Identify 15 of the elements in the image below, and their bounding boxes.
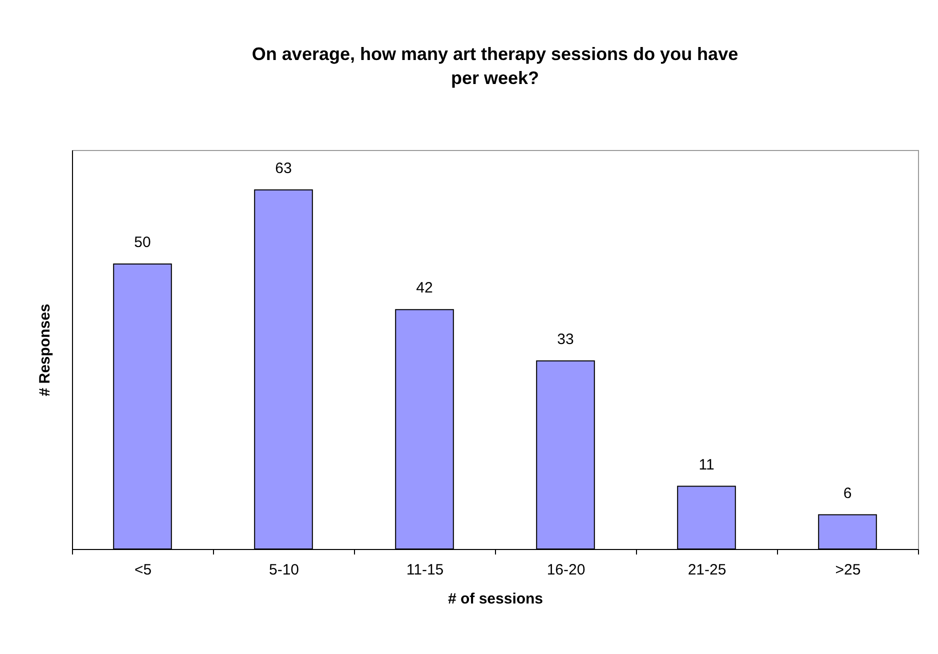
x-tick-label: 16-20	[546, 562, 586, 578]
x-tick-label: 5-10	[268, 562, 300, 578]
x-tick-label: >25	[835, 562, 861, 578]
data-label: 63	[275, 160, 292, 177]
data-label: 50	[134, 234, 151, 251]
data-label: 33	[557, 330, 574, 348]
x-axis-title: # of sessions	[448, 590, 544, 608]
x-tick-label: <5	[134, 562, 152, 578]
y-axis-title: # Responses	[36, 304, 54, 396]
x-tick-label: 11-15	[406, 562, 444, 578]
data-label: 11	[698, 456, 714, 474]
data-label: 6	[843, 484, 852, 502]
x-tick-label: 21-25	[688, 562, 726, 578]
data-label: 42	[416, 280, 433, 297]
chart-title: On average, how many art therapy sessions do you have per week?	[252, 44, 738, 88]
